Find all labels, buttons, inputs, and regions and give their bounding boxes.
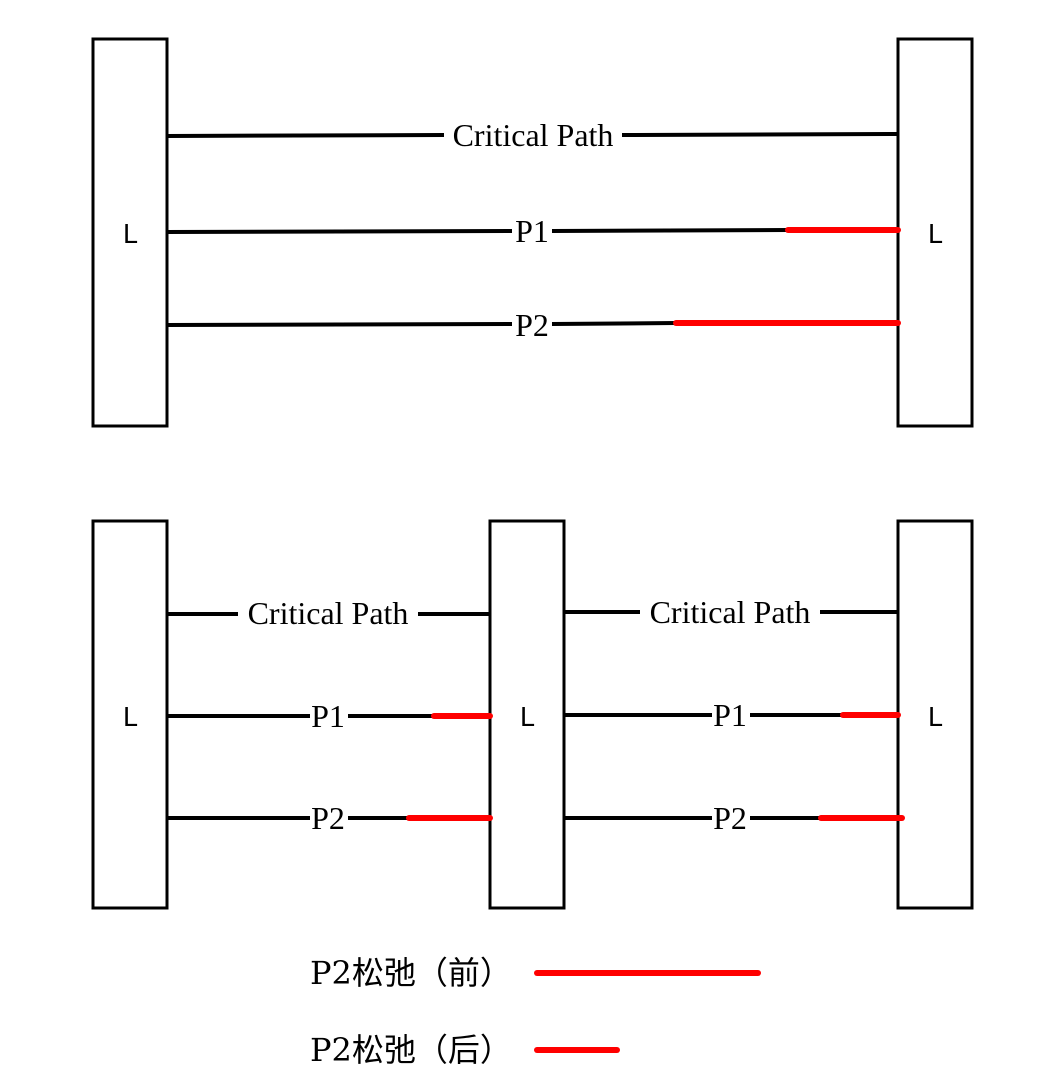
middle-latch-label: L <box>520 703 535 733</box>
left-latch-label: L <box>123 220 138 250</box>
single-stage-diagram: L L Critical Path P1 P2 <box>91 37 974 428</box>
p2-wire-left <box>166 322 513 327</box>
p2-wire-right <box>551 321 677 326</box>
p1-label: P1 <box>515 213 549 249</box>
left-latch-box <box>91 519 169 910</box>
left-latch-label: L <box>123 703 138 733</box>
legend: P2松弛（前） P2松弛（后） <box>310 954 761 1069</box>
right-latch-label: L <box>928 220 943 250</box>
critical-path-wire-left <box>166 133 445 138</box>
right-latch-box <box>896 37 974 428</box>
stage1-critical-path-label: Critical Path <box>248 595 409 631</box>
right-latch-box <box>896 519 974 910</box>
critical-path-label: Critical Path <box>453 117 614 153</box>
p1-wire-left <box>166 229 513 234</box>
stage1-p1-label: P1 <box>311 698 345 734</box>
p1-wire-right <box>551 228 789 233</box>
stage2-critical-path-label: Critical Path <box>650 594 811 630</box>
legend-before-label: P2松弛（前） <box>310 954 512 992</box>
right-latch-label: L <box>928 703 943 733</box>
left-latch-box <box>91 37 169 428</box>
stage1-p2-label: P2 <box>311 800 345 836</box>
legend-after-label: P2松弛（后） <box>310 1031 512 1069</box>
two-stage-diagram: L L L Critical Path P1 P2 Critical Path … <box>91 519 974 910</box>
stage2-p2-label: P2 <box>713 800 747 836</box>
p2-label: P2 <box>515 307 549 343</box>
critical-path-wire-right <box>621 132 899 137</box>
stage2-p1-label: P1 <box>713 697 747 733</box>
